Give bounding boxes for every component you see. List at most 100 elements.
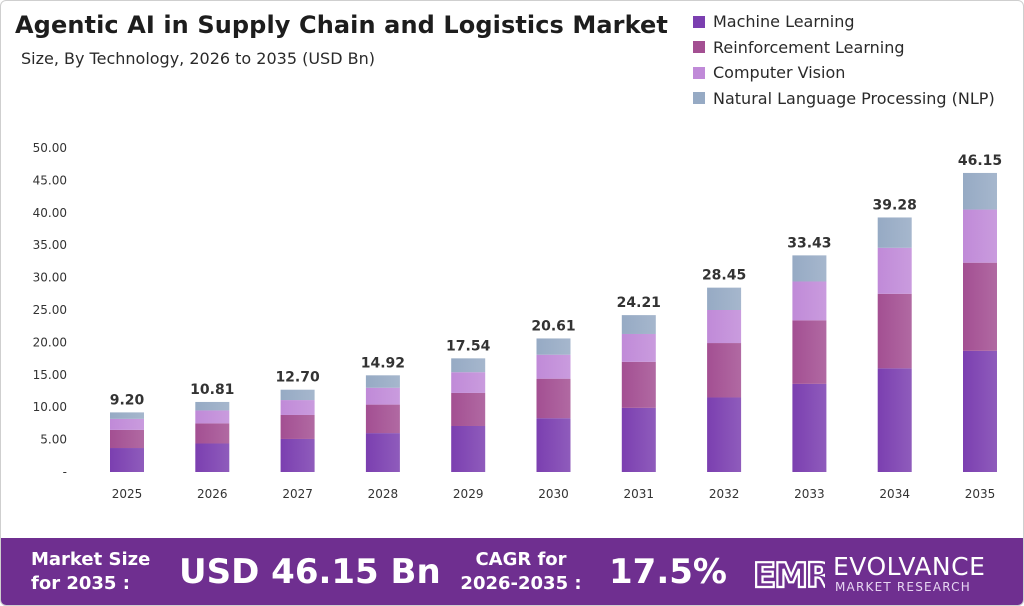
bar-total-label: 14.92 [361,355,405,371]
emr-logo-icon: EMR [753,555,825,592]
bar-segment [280,438,315,472]
legend-swatch [693,41,705,54]
x-tick-label: 2031 [624,487,655,501]
y-tick-label: - [63,465,67,479]
bar-segment [877,368,912,472]
bar-segment [621,315,656,334]
y-tick-label: 15.00 [33,368,67,382]
x-tick-label: 2029 [453,487,484,501]
bar-segment [792,383,827,472]
legend-item-machine-learning: Machine Learning [693,9,995,35]
stacked-bar-chart: - 5.00 10.00 15.00 20.00 25.00 30.00 35.00 40.00… [33,141,1003,501]
bar-segment [195,443,230,472]
cagr-label: CAGR for 2026-2035 : [460,549,582,594]
bar-segment [707,310,742,344]
x-tick-label: 2026 [197,487,228,501]
bar-segment [365,387,400,405]
bar-segment [110,418,144,430]
bar-segment [451,358,486,373]
chart-title: Agentic AI in Supply Chain and Logistics… [15,11,668,39]
bar-segment [621,333,656,362]
bar-segment [792,255,827,282]
y-tick-label: 45.00 [33,173,67,187]
bar-segment [963,209,997,263]
bar-segment [451,425,486,472]
y-tick-label: 50.00 [33,141,67,155]
x-tick-label: 2030 [538,487,569,501]
legend-label: Natural Language Processing (NLP) [713,88,995,108]
legend-swatch [693,15,705,28]
bar-segment [110,412,144,419]
bar-segment [365,404,400,434]
brand-name: EVOLVANCE [833,552,986,581]
legend-swatch [693,66,705,79]
bar-segment [536,418,571,472]
legend-item-reinforcement-learning: Reinforcement Learning [693,35,995,61]
bar-segment [451,392,486,426]
bar-total-label: 9.20 [110,392,145,408]
market-size-value: USD 46.15 Bn [179,552,441,592]
y-tick-label: 10.00 [33,400,67,414]
chart-subtitle: Size, By Technology, 2026 to 2035 (USD B… [21,49,375,68]
y-tick-label: 20.00 [33,335,67,349]
bar-segment [707,287,742,310]
bar-segment [365,375,400,388]
bar-segment [536,378,571,419]
x-tick-label: 2035 [965,487,996,501]
cagr-value: 17.5% [609,552,727,592]
bar-segment [110,429,144,449]
bar-total-label: 10.81 [190,382,234,398]
bar-segment [536,338,571,355]
brand-subtitle: MARKET RESEARCH [835,580,971,594]
bar-segment [792,320,827,384]
x-tick-label: 2025 [112,487,143,501]
y-tick-label: 5.00 [40,433,67,447]
bar-segment [280,414,315,439]
bar-total-label: 20.61 [531,318,575,334]
bar-total-label: 24.21 [617,295,661,311]
x-tick-label: 2027 [282,487,313,501]
bar-segment [195,423,230,444]
bar-total-label: 33.43 [787,235,831,251]
bar-segment [536,354,571,379]
y-tick-label: 35.00 [33,238,67,252]
bar-total-label: 28.45 [702,268,746,284]
bar-segment [877,217,912,248]
legend-item-computer-vision: Computer Vision [693,60,995,86]
bar-total-label: 46.15 [958,153,1002,169]
legend-swatch [693,92,705,105]
brand-logo: EMR EVOLVANCE MARKET RESEARCH [753,552,1003,596]
svg-text:EMR: EMR [753,556,825,592]
bar-segment [877,247,912,294]
y-tick-label: 30.00 [33,271,67,285]
legend-item-nlp: Natural Language Processing (NLP) [693,86,995,112]
x-tick-label: 2032 [709,487,740,501]
bar-segment [110,448,144,472]
footer-banner: Market Size for 2035 : USD 46.15 Bn CAGR… [1,538,1023,605]
legend: Machine Learning Reinforcement Learning … [693,9,995,111]
bar-segment [621,407,656,472]
market-size-label: Market Size for 2035 : [31,549,151,594]
x-tick-label: 2028 [368,487,399,501]
bar-total-label: 12.70 [275,370,320,386]
bar-segment [365,433,400,472]
x-tick-label: 2033 [794,487,825,501]
bar-segment [451,372,486,393]
bar-segment [963,262,997,351]
bar-segment [195,410,230,424]
bar-segment [707,343,742,398]
bar-segment [195,401,230,411]
bar-segment [280,389,315,401]
legend-label: Computer Vision [713,63,846,83]
bar-segment [621,361,656,408]
bar-segment [707,397,742,472]
bar-segment [963,172,997,210]
bar-total-label: 39.28 [873,197,917,213]
bar-segment [963,350,997,472]
x-tick-label: 2034 [879,487,910,501]
bar-segment [280,400,315,415]
bar-segment [877,293,912,369]
y-tick-label: 40.00 [33,206,67,220]
legend-label: Reinforcement Learning [713,37,905,57]
